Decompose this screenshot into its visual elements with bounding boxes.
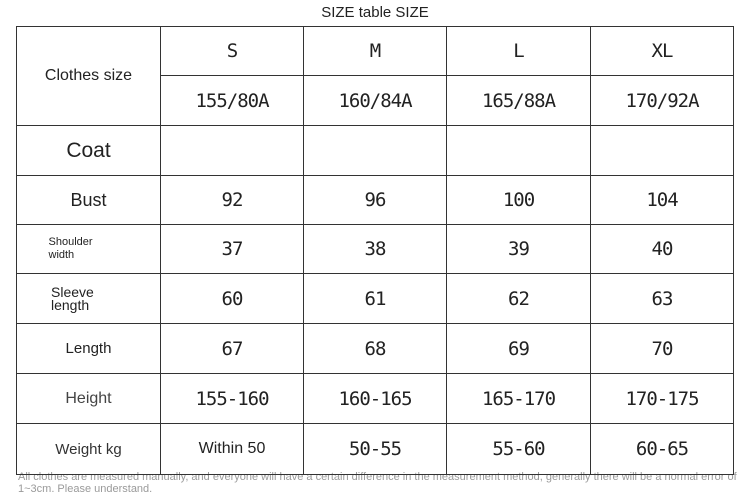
row-label-text: Weight kg <box>55 440 122 458</box>
size: XL <box>590 26 734 76</box>
value-cell: 104 <box>590 175 734 225</box>
value-cell: 69 <box>446 323 591 374</box>
size-code: 155/80A <box>160 75 304 126</box>
size-code: 165/88A <box>446 75 591 126</box>
value-cell: 39 <box>446 224 591 274</box>
header-label: Clothes size <box>16 26 161 126</box>
value-cell-text: 104 <box>646 189 678 211</box>
size-code-text: 170/92A <box>625 89 699 112</box>
value-cell-text: 60-65 <box>635 438 689 460</box>
value-cell-text: 38 <box>364 238 387 260</box>
value-cell <box>303 125 447 176</box>
value-cell-text: 70 <box>651 337 674 360</box>
title: SIZE table SIZE <box>321 4 429 21</box>
value-cell-text: 39 <box>508 238 530 260</box>
value-cell: 100 <box>446 175 591 225</box>
size-code-text: 165/88A <box>481 89 556 112</box>
value-cell-text: 62 <box>508 287 530 310</box>
value-cell: 38 <box>303 224 447 274</box>
value-cell-text: 69 <box>508 337 530 360</box>
size-text: M <box>369 40 381 62</box>
size: S <box>160 26 304 76</box>
value-cell: 70 <box>590 323 734 374</box>
value-cell-text: 160-165 <box>338 387 412 410</box>
value-cell-text: 37 <box>221 238 244 260</box>
size-text: L <box>513 40 524 62</box>
value-cell-text: 60 <box>221 287 244 310</box>
value-cell: 62 <box>446 273 591 324</box>
row-label: Coat <box>16 125 161 176</box>
header-label-text: Clothes size <box>44 67 133 84</box>
value-cell: 60 <box>160 273 304 324</box>
value-cell-text: 170-175 <box>625 387 699 410</box>
row-label-text: Shoulder width <box>48 236 93 261</box>
row-label-text: Coat <box>66 138 111 162</box>
value-cell-text: 165-170 <box>481 387 556 410</box>
value-cell-text: 92 <box>221 189 244 211</box>
value-cell: 63 <box>590 273 734 324</box>
value-cell: 160-165 <box>303 373 447 424</box>
value-cell: 55-60 <box>446 423 591 475</box>
row-label: Bust <box>16 175 161 225</box>
value-cell: 40 <box>590 224 734 274</box>
row-label-text: Height <box>65 389 112 407</box>
value-cell: 60-65 <box>590 423 734 475</box>
value-cell: 170-175 <box>590 373 734 424</box>
size-code-text: 155/80A <box>195 89 269 112</box>
value-cell-text: 40 <box>651 238 674 260</box>
value-cell: 165-170 <box>446 373 591 424</box>
value-cell <box>446 125 591 176</box>
value-cell: 37 <box>160 224 304 274</box>
value-cell: Within 50 <box>160 423 304 475</box>
value-cell: 96 <box>303 175 447 225</box>
row-label: Shoulder width <box>16 224 161 274</box>
row-label: Height <box>16 373 161 424</box>
row-label-text: Length <box>65 340 112 357</box>
size: M <box>303 26 447 76</box>
value-cell: 61 <box>303 273 447 324</box>
row-label: Length <box>16 323 161 374</box>
size-code: 170/92A <box>590 75 734 126</box>
value-cell-text: 100 <box>502 189 535 211</box>
value-cell: 67 <box>160 323 304 374</box>
value-cell-text: 50-55 <box>348 438 402 460</box>
value-cell: 155-160 <box>160 373 304 424</box>
row-label: Sleeve length <box>16 273 161 324</box>
size-code: 160/84A <box>303 75 447 126</box>
size: L <box>446 26 591 76</box>
value-cell-text: 61 <box>364 287 387 310</box>
value-cell: 50-55 <box>303 423 447 475</box>
value-cell-text: 96 <box>364 189 387 211</box>
value-cell: 92 <box>160 175 304 225</box>
value-cell-text: 63 <box>651 287 674 310</box>
value-cell-text: 155-160 <box>195 387 269 410</box>
size-code-text: 160/84A <box>338 89 412 112</box>
row-label-text: Bust <box>70 189 107 210</box>
value-cell <box>160 125 304 176</box>
value-cell-text: 67 <box>221 337 244 360</box>
size-text: XL <box>651 40 674 62</box>
value-cell-text: 55-60 <box>492 438 545 460</box>
row-label: Weight kg <box>16 423 161 475</box>
value-cell <box>590 125 734 176</box>
value-cell: 68 <box>303 323 447 374</box>
value-cell-text: 68 <box>364 337 387 360</box>
row-label-text: Sleeve length <box>51 283 94 313</box>
size-text: S <box>226 40 238 62</box>
value-cell-text: Within 50 <box>198 440 266 457</box>
